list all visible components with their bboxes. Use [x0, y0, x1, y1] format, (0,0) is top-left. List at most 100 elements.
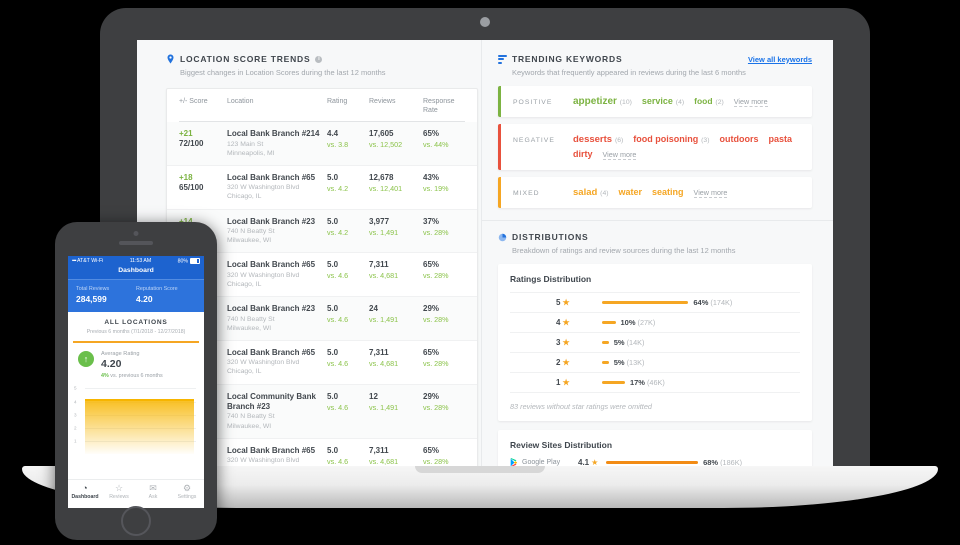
rating-distribution-row: 3 ★ 5% (14K) [510, 333, 800, 353]
gear-icon: ⚙ [182, 483, 192, 493]
table-row[interactable]: Local Bank Branch #23 740 N Beatty St Mi… [167, 297, 477, 341]
reviews-vs: vs. 1,491 [369, 227, 399, 237]
dashboard-screen: LOCATION SCORE TRENDS i Biggest changes … [137, 40, 833, 466]
reviews-value: 7,311 [369, 260, 389, 270]
section-divider [482, 220, 833, 221]
phone-screen: AT&T Wi-Fi 11:53 AM 80% Dashboard Total … [68, 256, 204, 508]
card-title: Review Sites Distribution [510, 440, 613, 450]
location-address: 320 W Washington Blvd [227, 457, 300, 465]
site-rating: 4.1 [578, 458, 590, 466]
keyword-chip[interactable]: water [618, 187, 643, 197]
keyword-chip[interactable]: pasta [768, 134, 792, 144]
star-icon: ★ [562, 338, 570, 347]
table-row[interactable]: +18 65/100 Local Bank Branch #65 320 W W… [167, 166, 477, 210]
star-icon: ★ [562, 318, 570, 327]
keyword-chip[interactable]: salad (4) [573, 187, 609, 198]
rating-vs: vs. 4.6 [327, 402, 349, 412]
rating-vs: vs. 4.6 [327, 456, 349, 466]
keyword-chip[interactable]: food poisoning (3) [633, 134, 710, 144]
score-change: +21 [179, 129, 193, 139]
card-title: Ratings Distribution [510, 274, 592, 284]
tab-ask[interactable]: ✉ Ask [136, 480, 170, 508]
view-all-keywords-link[interactable]: View all keywords [747, 54, 812, 64]
column-header-location: Location [227, 98, 254, 105]
rating-value: 5.0 [327, 347, 339, 357]
keyword-count: (4) [598, 190, 609, 197]
response-vs: vs. 28% [423, 456, 449, 466]
table-row[interactable]: +14 65/100 Local Bank Branch #23 740 N B… [167, 209, 477, 254]
view-more-link[interactable]: View more [602, 150, 637, 160]
review-site-row: Google Play 4.1 ★ 68% (186K) [510, 458, 800, 466]
keyword-chip[interactable]: food (2) [694, 96, 724, 106]
table-header-row: +/- Score Location Rating Reviews Respon… [179, 89, 465, 123]
score-value: 72/100 [179, 139, 204, 149]
response-value: 37% [423, 216, 440, 226]
reviews-value: 3,977 [369, 216, 390, 226]
keyword-chip[interactable]: outdoors [719, 134, 759, 144]
site-name: Google Play [522, 459, 561, 466]
rating-vs: vs. 3.8 [327, 140, 349, 150]
table-row[interactable]: Local Bank Branch #65 320 W Washington B… [167, 253, 477, 298]
reviews-vs: vs. 4,681 [369, 456, 399, 466]
keyword-chip[interactable]: desserts (6) [573, 134, 624, 145]
location-address: 740 N Beatty St [227, 315, 275, 323]
keyword-count: (2) [713, 99, 724, 106]
location-address: 320 W Washington Blvd [227, 271, 300, 279]
rating-vs: vs. 4.6 [327, 315, 349, 325]
tab-label: Dashboard [71, 494, 99, 500]
rating-percent: 64% [693, 298, 709, 307]
keyword-list: salad (4) water seating View more [573, 187, 804, 198]
table-row[interactable]: Local Bank Branch #65 320 W Washington B… [167, 341, 477, 385]
reviews-value: 12,678 [369, 172, 394, 182]
keyword-chip[interactable]: appetizer (10) [573, 96, 632, 107]
column-header-response-rate: Response Rate [423, 98, 455, 115]
response-value: 43% [423, 172, 440, 182]
rating-distribution-row: 4 ★ 10% (27K) [510, 313, 800, 333]
location-name: Local Bank Branch #23 [227, 304, 316, 314]
rating-bar [602, 361, 609, 364]
tab-dashboard[interactable]: ◔ Dashboard [68, 480, 102, 508]
reviews-value: 24 [369, 304, 378, 314]
ratings-distribution-card: Ratings Distribution 5 ★ 64% (174K) 4 ★ 10… [498, 264, 812, 421]
tab-reviews[interactable]: ☆ Reviews [102, 480, 136, 508]
delta-percent: 4% [101, 373, 109, 380]
response-vs: vs. 28% [423, 402, 449, 412]
view-more-link[interactable]: View more [733, 97, 768, 107]
table-row[interactable]: +21 72/100 Local Bank Branch #214 123 Ma… [167, 122, 477, 166]
home-button[interactable] [121, 506, 151, 536]
phone-camera [133, 231, 139, 236]
keyword-chip[interactable]: seating [652, 187, 684, 197]
score-change: +18 [179, 172, 193, 182]
view-more-link[interactable]: View more [693, 188, 728, 198]
tab-settings[interactable]: ⚙ Settings [170, 480, 204, 508]
keyword-group-card: MIXED salad (4) water seating View more [498, 177, 812, 208]
keyword-chip[interactable]: service (4) [641, 96, 685, 106]
star-icon: ★ [562, 358, 570, 367]
rating-vs: vs. 4.6 [327, 271, 349, 281]
phone-status-bar: AT&T Wi-Fi 11:53 AM 80% [68, 256, 204, 266]
star-icon: ☆ [114, 483, 124, 493]
location-address: 740 N Beatty St [227, 413, 275, 421]
rating-bar [602, 381, 625, 384]
keyword-count: (4) [673, 99, 685, 106]
table-row[interactable]: Local Bank Branch #65 320 W Washington B… [167, 439, 477, 466]
reviews-vs: vs. 1,491 [369, 315, 399, 325]
battery-percent: 80% [177, 258, 188, 265]
table-row[interactable]: Local Community Bank Branch #23 740 N Be… [167, 384, 477, 439]
rating-percent: 17% [629, 378, 645, 387]
average-rating-value: 4.20 [101, 358, 122, 371]
chart-y-tick: 4 [74, 399, 77, 405]
response-vs: vs. 19% [423, 183, 449, 193]
response-value: 65% [423, 347, 440, 357]
trending-icon [498, 54, 507, 64]
keyword-chip[interactable]: dirty [573, 149, 593, 159]
section-subtitle: Breakdown of ratings and review sources … [512, 246, 736, 255]
info-icon[interactable]: i [315, 55, 323, 63]
tab-label: Reviews [109, 494, 129, 500]
response-value: 29% [423, 304, 440, 314]
location-score-trends-section: LOCATION SCORE TRENDS i Biggest changes … [166, 54, 478, 466]
tab-label: Ask [148, 494, 158, 500]
review-sites-distribution-card: Review Sites Distribution Google Play 4.… [498, 430, 812, 466]
rating-distribution-row: 5 ★ 64% (174K) [510, 292, 800, 313]
rating-bar [602, 301, 689, 304]
